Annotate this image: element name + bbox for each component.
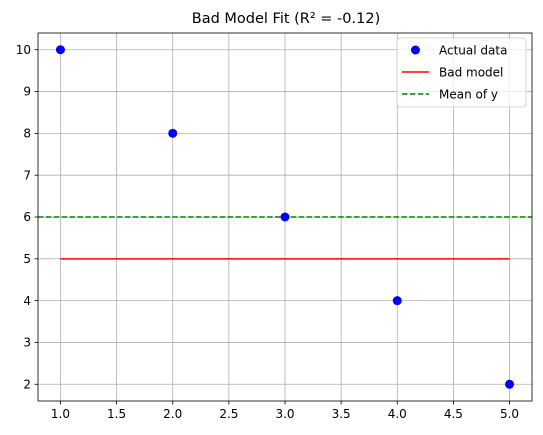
x-tick-label: 1.0 <box>51 407 70 421</box>
y-tick-label: 5 <box>23 252 31 266</box>
legend-label: Mean of y <box>439 87 498 101</box>
x-tick-label: 3.5 <box>332 407 351 421</box>
legend-marker-actual-data <box>411 45 420 55</box>
y-tick-label: 2 <box>23 377 31 391</box>
legend-label: Bad model <box>439 65 503 79</box>
data-point <box>280 212 290 222</box>
y-tick-label: 6 <box>23 210 31 224</box>
y-tick-label: 8 <box>23 127 31 141</box>
x-tick-label: 4.0 <box>388 407 407 421</box>
y-tick-label: 3 <box>23 336 31 350</box>
axes: 1.0 1.5 2.0 2.5 3.0 3.5 4.0 4.5 5.0 2 3 4 5 6 7 8 9 10 <box>16 32 533 421</box>
plot-marks <box>38 45 532 389</box>
data-point <box>168 128 178 138</box>
x-tick-label: 3.0 <box>275 407 294 421</box>
x-tick-label: 4.5 <box>444 407 463 421</box>
data-point <box>505 379 515 389</box>
x-tick-label: 2.5 <box>219 407 238 421</box>
y-tick-label: 4 <box>23 294 31 308</box>
y-tick-label: 9 <box>23 85 31 99</box>
legend-label: Actual data <box>439 43 507 57</box>
y-tick-label: 10 <box>16 43 31 57</box>
legend-box <box>396 37 527 108</box>
x-tick-label: 2.0 <box>163 407 182 421</box>
data-point <box>392 296 402 306</box>
chart-title: Bad Model Fit (R² = -0.12) <box>192 11 381 27</box>
x-tick-label: 1.5 <box>107 407 126 421</box>
data-point <box>55 45 65 55</box>
legend: Actual data Bad model Mean of y <box>396 37 527 108</box>
y-tick-label: 7 <box>23 168 31 182</box>
x-tick-label: 5.0 <box>500 407 519 421</box>
